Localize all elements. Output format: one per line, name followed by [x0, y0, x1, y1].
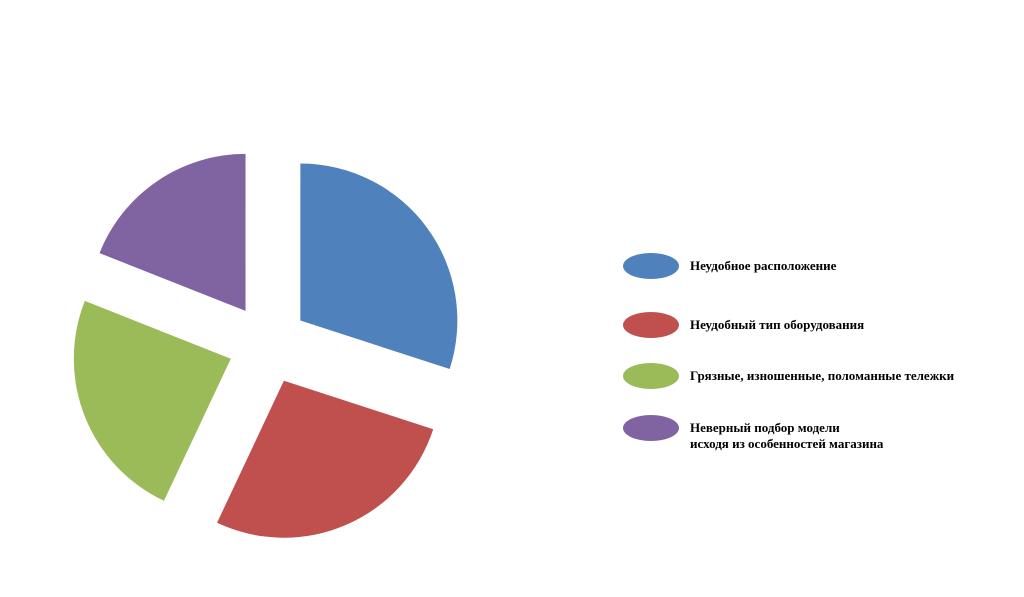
pie-slice — [217, 380, 434, 538]
legend-label: Грязные, изношенные, поломанные тележки — [690, 368, 955, 383]
legend-label: Неудобное расположение — [690, 258, 837, 273]
pie-slice — [73, 300, 231, 501]
pie-slice — [300, 163, 458, 370]
legend-label: Неудобный тип оборудования — [690, 317, 865, 332]
pie-slice — [99, 153, 246, 311]
legend-marker — [623, 253, 679, 279]
legend-marker — [623, 312, 679, 338]
legend-marker — [623, 415, 679, 441]
legend-marker — [623, 363, 679, 389]
legend-label: Неверный подбор модели исходя из особенн… — [690, 420, 884, 451]
